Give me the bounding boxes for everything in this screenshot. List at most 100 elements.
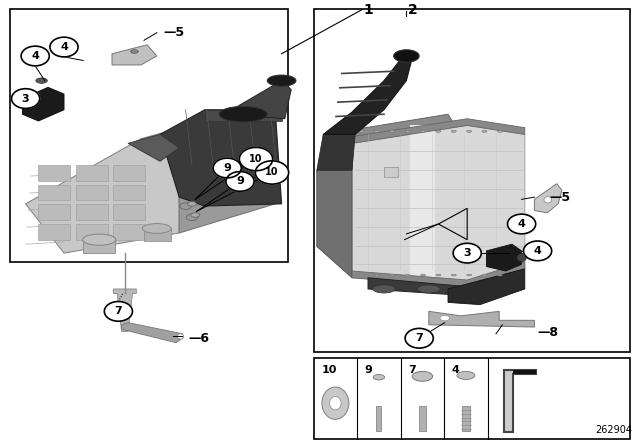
Polygon shape — [160, 110, 282, 206]
Text: 7: 7 — [415, 333, 423, 343]
Ellipse shape — [436, 274, 441, 276]
Bar — [144, 228, 171, 241]
Text: 9: 9 — [365, 365, 372, 375]
Ellipse shape — [420, 274, 426, 276]
Ellipse shape — [497, 274, 502, 276]
Ellipse shape — [482, 274, 487, 276]
Bar — [314, 358, 630, 439]
Polygon shape — [112, 45, 157, 65]
Ellipse shape — [186, 214, 198, 221]
Polygon shape — [179, 119, 275, 233]
Polygon shape — [22, 87, 64, 121]
Text: 9: 9 — [223, 163, 231, 173]
Text: —8: —8 — [538, 326, 559, 339]
Text: 1: 1 — [364, 3, 373, 17]
Polygon shape — [205, 110, 282, 121]
Polygon shape — [128, 134, 179, 161]
Ellipse shape — [544, 197, 552, 203]
Polygon shape — [352, 125, 525, 287]
Polygon shape — [113, 289, 136, 332]
Polygon shape — [410, 125, 435, 278]
Ellipse shape — [374, 274, 380, 276]
Circle shape — [255, 161, 289, 184]
Circle shape — [104, 302, 132, 321]
Circle shape — [226, 172, 254, 191]
Polygon shape — [26, 139, 179, 253]
Text: 4: 4 — [534, 246, 541, 256]
Ellipse shape — [219, 107, 268, 122]
Bar — [83, 240, 115, 253]
Text: 262904: 262904 — [595, 426, 632, 435]
Polygon shape — [352, 262, 525, 287]
Ellipse shape — [180, 202, 191, 209]
Text: 4: 4 — [31, 51, 39, 61]
Text: 10: 10 — [321, 365, 337, 375]
Polygon shape — [352, 119, 525, 143]
Text: 7: 7 — [408, 365, 416, 375]
Bar — [38, 224, 70, 240]
Polygon shape — [317, 143, 352, 278]
Bar — [76, 224, 108, 240]
Ellipse shape — [405, 130, 410, 133]
Polygon shape — [224, 81, 291, 119]
Circle shape — [50, 37, 78, 57]
Bar — [38, 165, 70, 181]
Polygon shape — [486, 244, 522, 271]
Polygon shape — [368, 278, 467, 296]
Text: —5: —5 — [163, 26, 184, 39]
Circle shape — [405, 328, 433, 348]
Ellipse shape — [497, 130, 502, 133]
Polygon shape — [513, 370, 536, 374]
Bar — [113, 165, 145, 181]
Ellipse shape — [373, 375, 385, 380]
Ellipse shape — [36, 78, 47, 83]
Bar — [113, 185, 145, 200]
Ellipse shape — [374, 130, 380, 133]
Polygon shape — [122, 323, 182, 343]
Ellipse shape — [420, 130, 426, 133]
Circle shape — [508, 214, 536, 234]
Text: 2: 2 — [408, 3, 418, 17]
Ellipse shape — [330, 396, 341, 410]
Bar — [76, 204, 108, 220]
Circle shape — [239, 147, 273, 171]
Ellipse shape — [412, 371, 433, 381]
Ellipse shape — [482, 130, 487, 133]
Bar — [376, 406, 381, 431]
Text: 3: 3 — [22, 94, 29, 103]
Bar — [38, 185, 70, 200]
Polygon shape — [429, 311, 534, 327]
Text: —6: —6 — [189, 332, 210, 345]
Text: —5: —5 — [549, 190, 570, 204]
Ellipse shape — [268, 75, 296, 86]
Ellipse shape — [143, 224, 172, 233]
Bar — [314, 9, 630, 352]
Circle shape — [524, 241, 552, 261]
Ellipse shape — [394, 50, 419, 62]
Bar — [38, 204, 70, 220]
Polygon shape — [317, 134, 355, 170]
Ellipse shape — [517, 254, 526, 262]
Polygon shape — [504, 370, 536, 432]
Circle shape — [453, 243, 481, 263]
Ellipse shape — [440, 315, 449, 321]
Ellipse shape — [177, 334, 184, 339]
Ellipse shape — [191, 213, 200, 217]
Ellipse shape — [83, 234, 116, 245]
Text: 10: 10 — [249, 154, 263, 164]
Circle shape — [213, 158, 241, 178]
Polygon shape — [317, 114, 461, 193]
Text: 7: 7 — [115, 306, 122, 316]
Ellipse shape — [451, 274, 456, 276]
Ellipse shape — [467, 130, 472, 133]
Ellipse shape — [390, 130, 395, 133]
Text: 4: 4 — [452, 365, 460, 375]
Circle shape — [12, 89, 40, 108]
Polygon shape — [323, 56, 413, 134]
Bar — [113, 224, 145, 240]
Ellipse shape — [188, 202, 196, 206]
Ellipse shape — [359, 274, 364, 276]
Text: 10: 10 — [265, 168, 279, 177]
Text: 4: 4 — [518, 219, 525, 229]
Ellipse shape — [131, 50, 138, 53]
